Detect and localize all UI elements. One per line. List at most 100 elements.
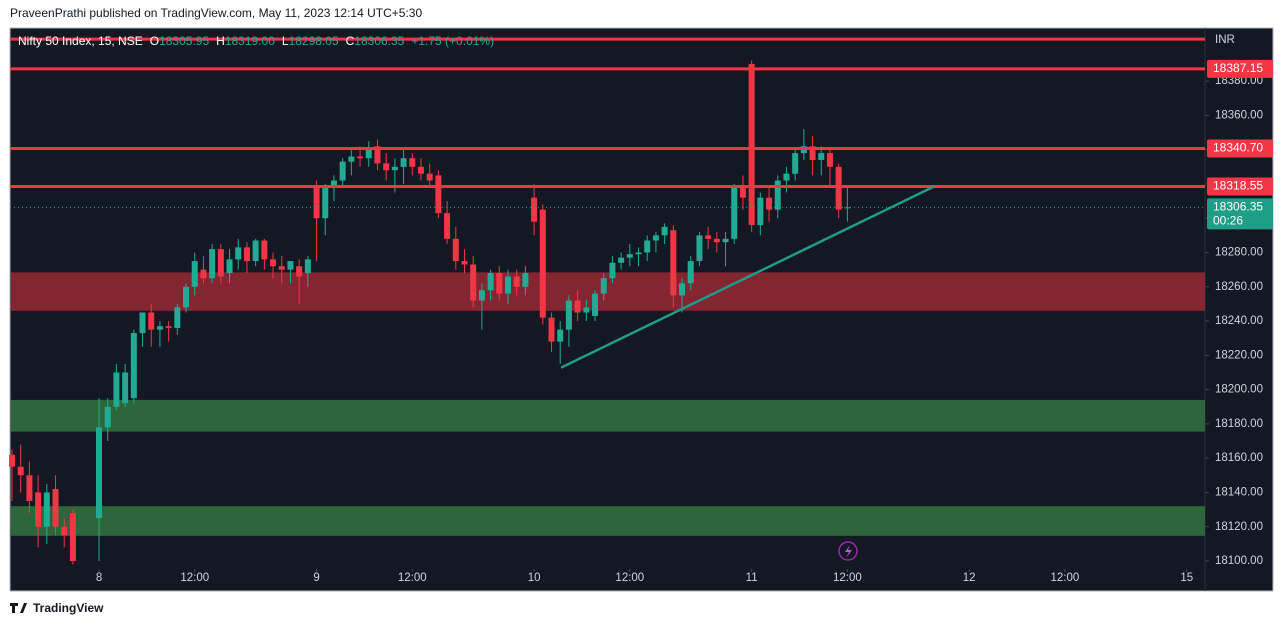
- candle-body: [174, 307, 181, 328]
- candle-body: [670, 230, 677, 296]
- candle-body: [470, 264, 477, 301]
- y-tick-label: 18260.00: [1215, 281, 1263, 293]
- candle-body: [61, 526, 68, 536]
- candle-body: [522, 273, 529, 287]
- last-price-label: 18306.35: [1213, 200, 1263, 214]
- candle-body: [496, 273, 503, 294]
- candle-body: [9, 454, 16, 467]
- y-tick-label: 18160.00: [1215, 452, 1263, 464]
- candle-body: [766, 197, 773, 210]
- price-label: 18387.15: [1213, 61, 1263, 75]
- candle-body: [444, 213, 451, 239]
- candle-body: [252, 240, 259, 262]
- candle-body: [357, 156, 364, 159]
- candle-body: [348, 156, 355, 162]
- candle-body: [130, 333, 137, 399]
- candle-body: [278, 266, 285, 270]
- candle-body: [52, 489, 59, 527]
- x-tick-label: 9: [313, 572, 319, 584]
- candle-body: [592, 293, 599, 316]
- candle-body: [69, 513, 76, 562]
- candle-body: [531, 197, 538, 222]
- candle-body: [609, 262, 616, 279]
- candle-body: [235, 247, 242, 260]
- legend: Nifty 50 Index, 15, NSE O18305.95 H18319.0…: [18, 34, 494, 48]
- candle-body: [652, 235, 659, 241]
- legend-item: O: [150, 34, 159, 48]
- candle-body: [426, 173, 433, 181]
- candle-body: [322, 187, 329, 219]
- candle-body: [43, 492, 50, 527]
- x-tick-label: 12: [963, 572, 976, 584]
- candle-body: [783, 173, 790, 181]
- candle-body: [304, 259, 311, 274]
- candle-body: [722, 238, 729, 243]
- candle-body: [113, 372, 120, 407]
- candle-body: [826, 153, 833, 167]
- candle-body: [644, 240, 651, 253]
- candle-body: [104, 406, 111, 428]
- legend-item: 18319.00: [225, 34, 275, 48]
- candle-body: [270, 259, 277, 267]
- candle-body: [287, 261, 294, 270]
- candle-body: [383, 163, 390, 171]
- candle-body: [635, 252, 642, 255]
- candle-body: [774, 180, 781, 210]
- y-tick-label: 18280.00: [1215, 247, 1263, 259]
- candle-body: [313, 187, 320, 219]
- candle-body: [191, 261, 198, 287]
- candle-body: [687, 261, 694, 284]
- candle-body: [17, 466, 24, 476]
- candle-body: [226, 259, 233, 274]
- candle-body: [435, 175, 442, 214]
- legend-item: 18298.05: [289, 34, 339, 48]
- price-label-box: [1207, 59, 1273, 78]
- x-tick-label: 12:00: [833, 572, 862, 584]
- candle-body: [165, 326, 172, 328]
- candle-body: [391, 166, 398, 171]
- candle-body: [200, 269, 207, 279]
- candle-body: [504, 276, 511, 294]
- y-tick-label: 18240.00: [1215, 315, 1263, 327]
- candle-body: [539, 209, 546, 318]
- countdown-label: 00:26: [1213, 214, 1243, 228]
- price-label: 18340.70: [1213, 141, 1263, 155]
- y-tick-label: 18380.00: [1215, 75, 1263, 87]
- price-label: 18318.55: [1213, 179, 1263, 193]
- y-tick-label: 18140.00: [1215, 486, 1263, 498]
- price-label-box: [1207, 139, 1273, 158]
- candle-body: [818, 153, 825, 160]
- price-label-box: [1207, 177, 1273, 196]
- y-tick-label: 18220.00: [1215, 349, 1263, 361]
- y-tick-label: 18360.00: [1215, 109, 1263, 121]
- candle-body: [35, 492, 42, 527]
- candle-body: [835, 166, 842, 210]
- candle-body: [156, 326, 163, 330]
- candle-body: [557, 329, 564, 342]
- candle-body: [217, 249, 224, 277]
- legend-item: L: [282, 34, 289, 48]
- y-tick-label: 18200.00: [1215, 384, 1263, 396]
- candle-body: [600, 278, 607, 294]
- candle-body: [757, 197, 764, 226]
- candle-body: [122, 372, 129, 404]
- candle-body: [339, 161, 346, 181]
- zone: [11, 272, 1205, 311]
- candle-body: [461, 261, 468, 265]
- candle-body: [26, 475, 33, 502]
- candle-body: [809, 146, 816, 160]
- candle-body: [583, 307, 590, 313]
- candle-body: [409, 158, 416, 167]
- legend-item: 18305.95: [159, 34, 209, 48]
- candle-body: [139, 312, 146, 334]
- candle-body: [679, 283, 686, 296]
- x-tick-label: 12:00: [180, 572, 209, 584]
- candle-body: [548, 317, 555, 342]
- footer-brand: TradingView: [33, 601, 104, 615]
- candle-body: [296, 266, 303, 277]
- candle-body: [748, 63, 755, 226]
- candle-body: [452, 238, 459, 262]
- legend-item: 18306.35: [354, 34, 404, 48]
- zone: [11, 506, 1205, 536]
